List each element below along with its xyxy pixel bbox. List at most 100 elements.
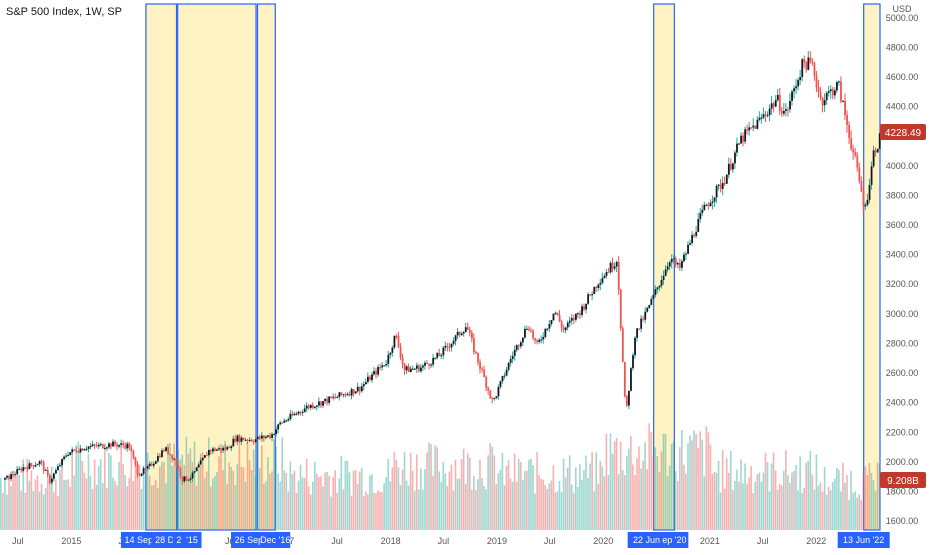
candle-body bbox=[165, 447, 167, 451]
time-tick-label: 2021 bbox=[700, 536, 720, 546]
volume-bar bbox=[585, 455, 587, 530]
candle-body bbox=[67, 454, 70, 456]
candle-body bbox=[297, 411, 300, 414]
volume-bar bbox=[766, 461, 769, 530]
candle-body bbox=[230, 446, 233, 449]
price-tick-label: 4000.00 bbox=[886, 161, 919, 171]
volume-bar bbox=[285, 473, 288, 530]
candle-body bbox=[446, 345, 449, 347]
candle-body bbox=[756, 119, 759, 129]
price-tick-label: 2400.00 bbox=[886, 398, 919, 408]
volume-bar bbox=[38, 491, 41, 530]
volume-bar bbox=[230, 466, 233, 530]
candle-body bbox=[285, 420, 288, 422]
candle-body bbox=[766, 115, 769, 117]
volume-bar bbox=[836, 467, 838, 530]
candle-body bbox=[93, 444, 96, 446]
volume-bar bbox=[868, 463, 871, 530]
volume-bar bbox=[617, 474, 620, 530]
candle-body bbox=[562, 327, 565, 331]
volume-bar bbox=[566, 467, 569, 530]
candle-body bbox=[303, 408, 306, 413]
candle-body bbox=[852, 149, 855, 153]
candle-body bbox=[487, 387, 490, 391]
candle-body bbox=[403, 363, 406, 371]
volume-bar bbox=[146, 452, 149, 530]
volume-bar bbox=[350, 495, 353, 530]
candle-body bbox=[267, 435, 269, 437]
volume-bar bbox=[59, 469, 61, 530]
candle-body bbox=[420, 367, 422, 372]
price-tick-label: 3600.00 bbox=[886, 220, 919, 230]
candle-body bbox=[681, 261, 683, 268]
candle-body bbox=[48, 475, 51, 483]
volume-bar bbox=[142, 466, 145, 530]
candle-body bbox=[6, 475, 8, 478]
volume-bar bbox=[383, 483, 385, 530]
volume-bar bbox=[110, 455, 112, 530]
candle-body bbox=[870, 166, 873, 185]
candle-body bbox=[589, 294, 592, 296]
volume-bar bbox=[876, 462, 879, 530]
volume-bar bbox=[409, 452, 412, 530]
candle-body bbox=[320, 401, 322, 406]
volume-bar bbox=[150, 485, 153, 530]
volume-bar bbox=[336, 492, 339, 530]
candle-body bbox=[16, 469, 19, 475]
candle-body bbox=[695, 231, 698, 236]
time-axis: Jul2015Jul2016Jul2017Jul2018Jul2019Jul20… bbox=[12, 532, 890, 548]
time-tick-label: Jul bbox=[438, 536, 450, 546]
candle-body bbox=[721, 182, 724, 189]
volume-bar bbox=[173, 443, 175, 530]
volume-bar bbox=[399, 485, 402, 530]
last-price-label: 4228.49 bbox=[885, 128, 922, 139]
candle-body bbox=[536, 340, 539, 342]
time-tick-label: Jul bbox=[757, 536, 769, 546]
candle-body bbox=[171, 454, 174, 459]
candle-body bbox=[876, 148, 879, 153]
candle-body bbox=[415, 365, 418, 369]
candle-body bbox=[770, 103, 773, 109]
candle-body bbox=[656, 287, 659, 290]
candle-body bbox=[91, 444, 94, 447]
time-tick-label: 2019 bbox=[487, 536, 507, 546]
volume-bar bbox=[8, 473, 10, 530]
volume-bar bbox=[287, 491, 290, 530]
candle-body bbox=[611, 262, 614, 269]
candle-body bbox=[187, 479, 190, 481]
candle-body bbox=[218, 448, 220, 450]
volume-bar bbox=[831, 482, 834, 530]
candle-body bbox=[273, 434, 276, 436]
candle-body bbox=[579, 313, 581, 315]
candle-body bbox=[505, 369, 508, 376]
candle-body bbox=[701, 209, 704, 214]
volume-bar bbox=[258, 467, 261, 530]
range-date-label: 14 Sep '15 bbox=[125, 535, 168, 545]
volume-bar bbox=[862, 473, 865, 530]
volume-bar bbox=[301, 477, 304, 530]
candle-body bbox=[509, 358, 512, 363]
candle-body bbox=[558, 315, 561, 322]
volume-bar bbox=[681, 430, 683, 530]
candle-body bbox=[521, 337, 524, 343]
candle-body bbox=[597, 284, 600, 288]
candle-body bbox=[540, 339, 543, 341]
candle-body bbox=[750, 127, 753, 129]
candle-body bbox=[161, 450, 163, 458]
volume-bar bbox=[866, 474, 869, 530]
candle-body bbox=[405, 366, 408, 371]
volume-bar bbox=[30, 470, 33, 530]
candle-body bbox=[244, 439, 247, 441]
candle-body bbox=[503, 375, 506, 377]
volume-bar bbox=[762, 472, 765, 530]
volume-bar bbox=[809, 450, 812, 530]
volume-bar bbox=[391, 467, 394, 530]
candle-body bbox=[116, 444, 119, 447]
volume-bar bbox=[395, 459, 398, 530]
volume-bar bbox=[369, 475, 371, 530]
candle-body bbox=[438, 352, 441, 357]
range-date-badge bbox=[837, 532, 890, 548]
candle-body bbox=[40, 461, 43, 463]
candle-body bbox=[299, 411, 302, 413]
